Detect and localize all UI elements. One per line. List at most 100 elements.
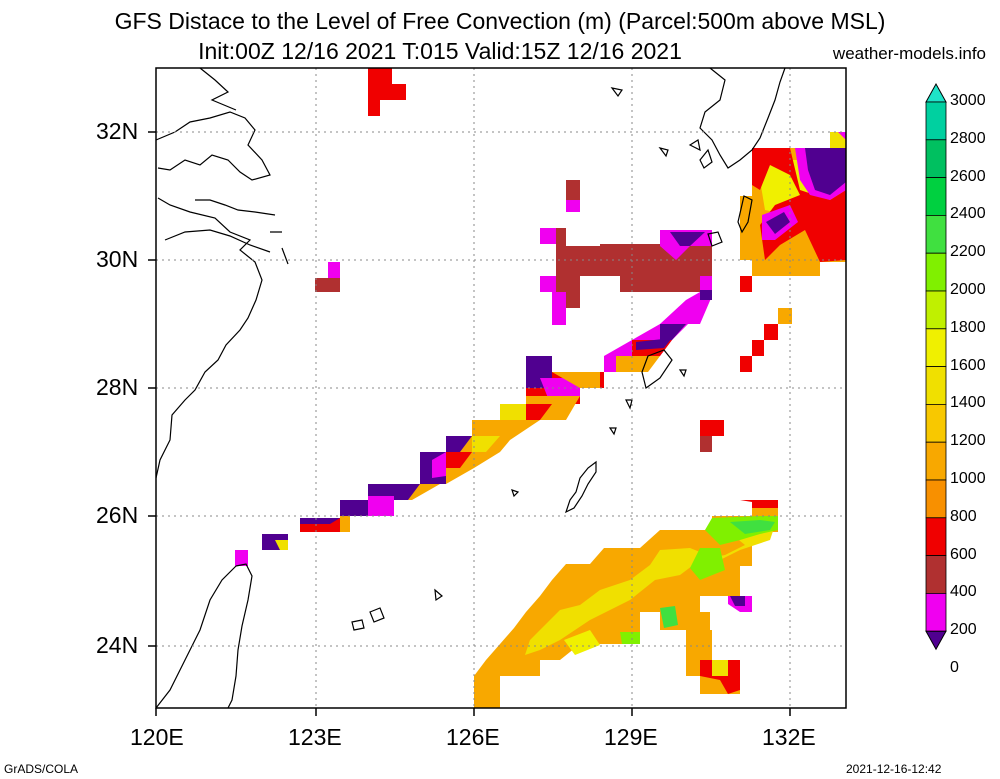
colorbar-arrow-bottom xyxy=(925,630,947,651)
cape-patch xyxy=(275,540,288,550)
chart-title: GFS Distace to the Level of Free Convect… xyxy=(114,8,886,34)
grid-lines xyxy=(156,68,846,708)
cape-patch xyxy=(315,278,340,292)
lat-tick-label: 28N xyxy=(96,374,139,400)
lat-tick-label: 24N xyxy=(96,632,139,658)
cape-patch xyxy=(620,632,640,644)
source-credit: weather-models.info xyxy=(832,44,986,63)
cape-patch xyxy=(432,452,446,478)
lat-tick-label: 30N xyxy=(96,246,139,272)
cape-patch xyxy=(700,660,740,694)
okinawa xyxy=(564,460,597,514)
colorbar-label: 1400 xyxy=(950,394,986,412)
lon-tick-label: 123E xyxy=(288,724,342,750)
coastlines xyxy=(155,67,786,709)
cape-patch xyxy=(340,500,368,516)
lat-tick-label: 32N xyxy=(96,118,139,144)
yangtze-estuary xyxy=(164,199,276,253)
cape-patch xyxy=(636,338,672,350)
colorbar xyxy=(925,82,947,651)
cape-patch xyxy=(740,276,752,292)
cape-patch xyxy=(552,292,566,325)
colorbar-label: 1200 xyxy=(950,432,986,450)
colorbar-segment xyxy=(925,214,947,254)
tanegashima xyxy=(737,195,753,234)
colorbar-label: 800 xyxy=(950,507,977,525)
field-shading xyxy=(235,68,846,708)
colorbar-label: 3000 xyxy=(950,92,986,109)
cape-patch xyxy=(766,212,790,234)
cape-patch xyxy=(752,340,764,356)
cape-patch xyxy=(368,496,394,516)
cape-patch xyxy=(564,630,600,655)
colorbar-label: 2400 xyxy=(950,205,986,223)
taiwan xyxy=(155,563,253,709)
colorbar-label: 2800 xyxy=(950,129,986,147)
cape-patch xyxy=(474,694,500,708)
cape-patch xyxy=(540,228,556,244)
render-timestamp: 2021-12-16-12:42 xyxy=(846,762,942,776)
cape-patch xyxy=(500,404,526,420)
lon-tick-label: 129E xyxy=(604,724,658,750)
small-islands xyxy=(270,87,687,631)
cape-patch xyxy=(604,276,712,372)
koshiki-islands xyxy=(688,139,713,169)
colorbar-segment xyxy=(925,517,947,556)
cape-patch xyxy=(838,132,846,140)
colorbar-label: 2000 xyxy=(950,281,986,298)
chart-subtitle: Init:00Z 12/16 2021 T:015 Valid:15Z 12/1… xyxy=(198,38,682,64)
cape-patch xyxy=(752,500,778,508)
cape-patch xyxy=(670,232,705,246)
cape-patch xyxy=(764,324,778,340)
cape-patch xyxy=(730,520,775,534)
colorbar-segment xyxy=(925,177,947,216)
lon-tick-label: 132E xyxy=(762,724,816,750)
cape-patch xyxy=(368,68,406,116)
colorbar-segment xyxy=(925,252,947,292)
lon-tick-label: 126E xyxy=(446,724,500,750)
colorbar-segment xyxy=(925,403,947,443)
cape-patch xyxy=(446,436,472,452)
colorbar-segment xyxy=(925,593,947,632)
cape-patch xyxy=(472,436,500,452)
cape-patch xyxy=(660,606,678,628)
colorbar-label: 2600 xyxy=(950,167,986,185)
china-coast xyxy=(155,67,271,479)
cape-patch xyxy=(616,356,660,372)
cape-patch xyxy=(730,596,745,606)
cape-patch xyxy=(700,290,712,300)
colorbar-segment xyxy=(925,139,947,179)
colorbar-label: 1000 xyxy=(950,470,986,487)
axis-ticks xyxy=(148,131,791,716)
colorbar-label: 2200 xyxy=(950,243,986,261)
colorbar-segment xyxy=(925,555,947,594)
lat-tick-label: 26N xyxy=(96,502,139,528)
cape-patch xyxy=(540,276,556,292)
colorbar-arrow-top xyxy=(925,82,947,103)
software-credit: GrADS/COLA xyxy=(4,762,79,776)
cape-patch xyxy=(235,550,248,566)
colorbar-label: 1600 xyxy=(950,356,986,374)
cape-patch xyxy=(778,308,792,324)
colorbar-label: 1800 xyxy=(950,318,986,336)
colorbar-segment xyxy=(925,328,947,367)
cape-patch xyxy=(300,518,340,524)
colorbar-label: 600 xyxy=(950,545,977,563)
colorbar-label: 0 xyxy=(950,659,959,676)
amami-oshima xyxy=(641,349,673,390)
colorbar-label: 400 xyxy=(950,583,977,601)
cape-patch xyxy=(526,404,552,420)
cape-patch xyxy=(660,324,686,340)
cape-patch xyxy=(740,196,752,244)
colorbar-segment xyxy=(925,441,947,481)
kyushu xyxy=(699,67,786,169)
cape-patch xyxy=(712,660,728,676)
cape-patch xyxy=(700,436,712,452)
cape-patch xyxy=(552,372,600,388)
colorbar-segment xyxy=(925,101,947,141)
colorbar-segment xyxy=(925,290,947,330)
colorbar-segment xyxy=(925,479,947,519)
cape-patch xyxy=(446,452,472,468)
colorbar-segment xyxy=(925,366,947,405)
